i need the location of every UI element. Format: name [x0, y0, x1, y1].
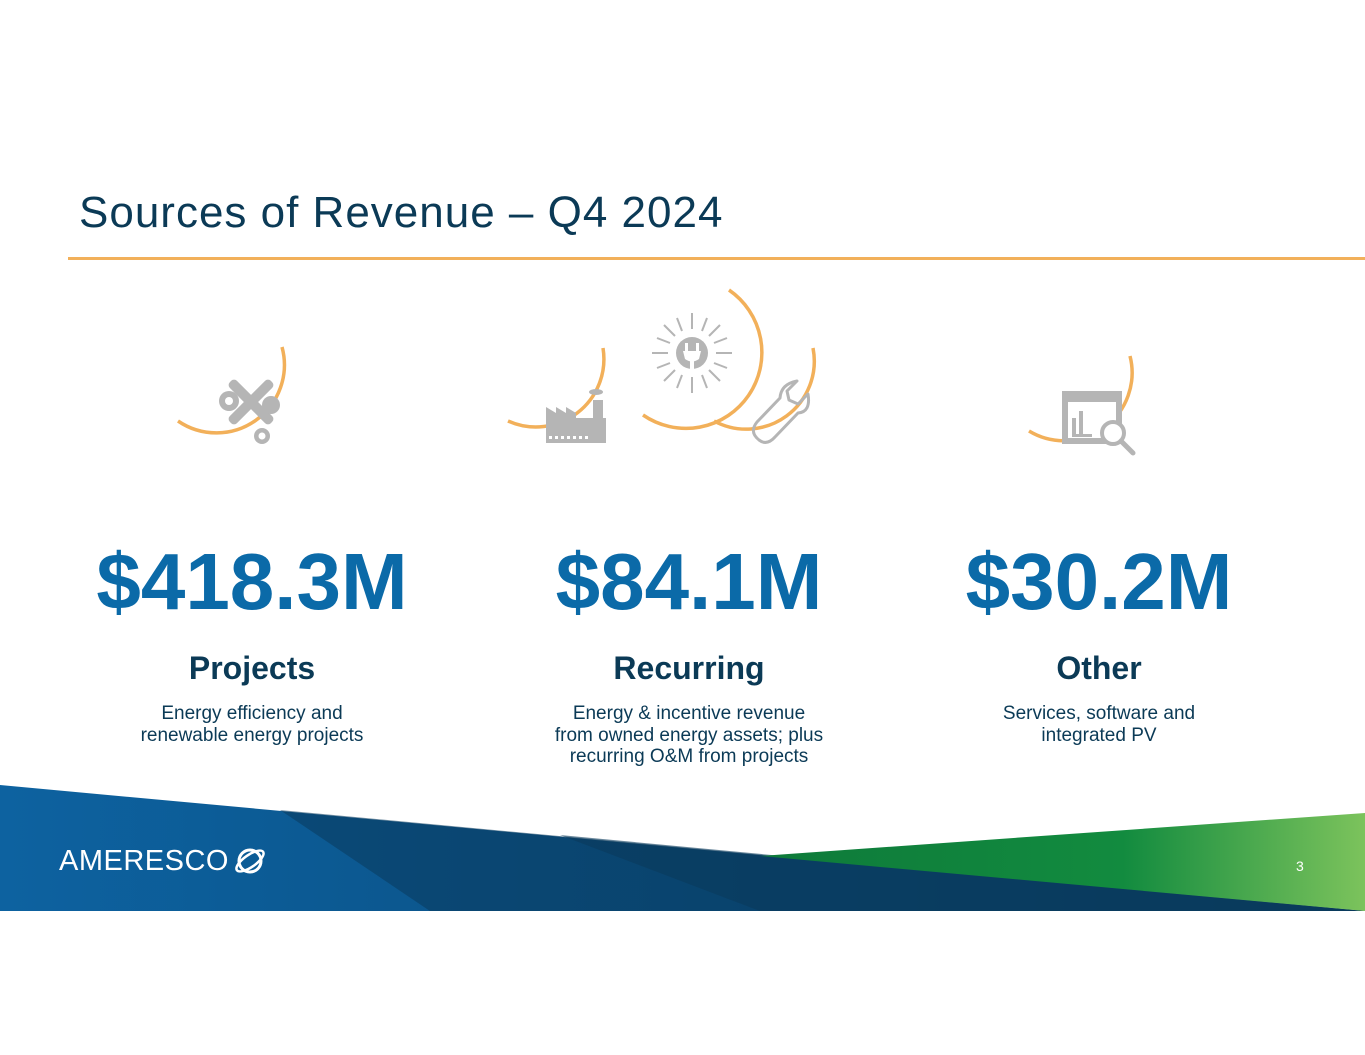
projects-description: Energy efficiency and renewable energy p…	[140, 703, 364, 746]
wrench-icon	[713, 347, 817, 444]
other-title: Other	[1056, 650, 1142, 686]
footer-band	[0, 785, 1365, 911]
other-revenue-value: $30.2M	[965, 537, 1233, 626]
logo-wordmark: AMERESCO	[59, 844, 229, 877]
recurring-revenue-value: $84.1M	[555, 537, 823, 626]
page-number: 3	[1296, 858, 1304, 874]
factory-icon	[507, 347, 606, 443]
analytics-search-icon	[1028, 355, 1136, 456]
other-description: Services, software and integrated PV	[1002, 703, 1196, 746]
logo-symbol-icon	[235, 848, 265, 874]
slide-title: Sources of Revenue – Q4 2024	[79, 188, 724, 237]
projects-title: Projects	[188, 650, 316, 686]
recurring-description: Energy & incentive revenue from owned en…	[554, 703, 824, 767]
projects-revenue-value: $418.3M	[96, 537, 408, 626]
sun-plug-icon	[642, 288, 764, 431]
recurring-title: Recurring	[613, 650, 765, 686]
company-logo: AMERESCO	[59, 843, 268, 879]
title-divider	[68, 257, 1365, 260]
tools-icon	[177, 346, 287, 444]
category-icons	[177, 288, 1136, 456]
